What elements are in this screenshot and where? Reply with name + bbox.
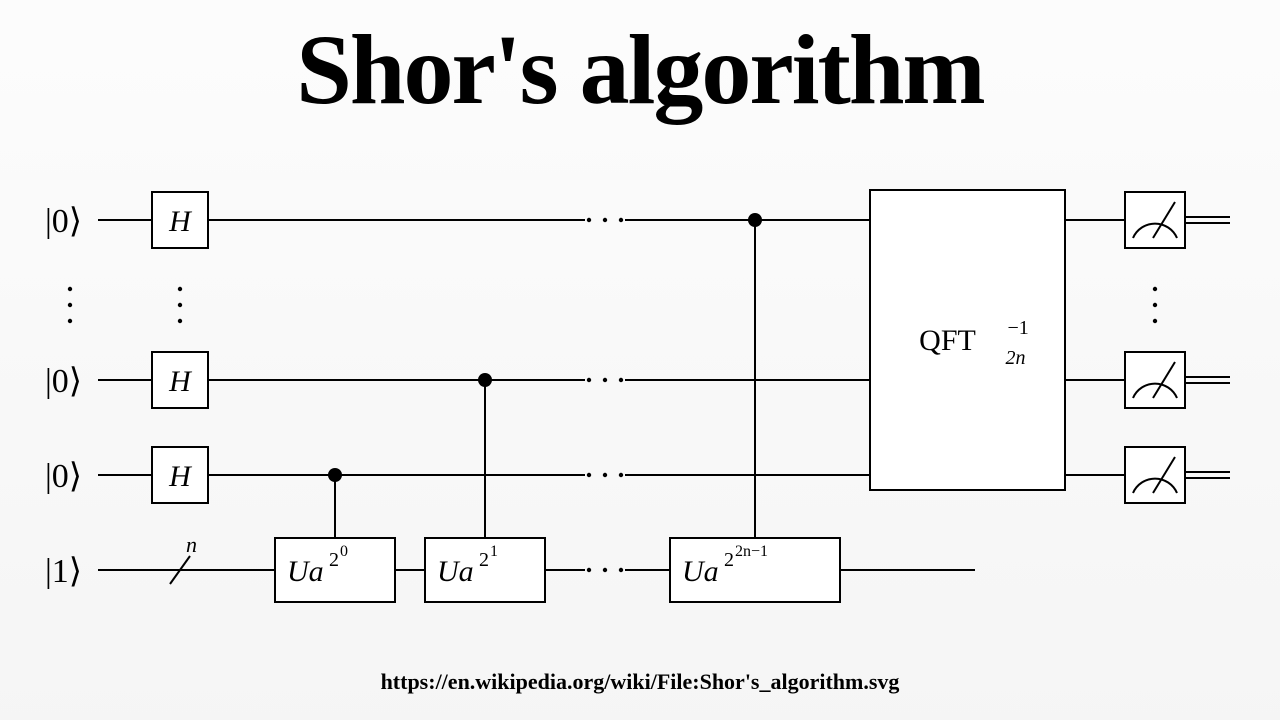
page-title: Shor's algorithm [0, 20, 1280, 120]
svg-text:|0⟩: |0⟩ [45, 203, 82, 240]
svg-text:|0⟩: |0⟩ [45, 363, 82, 400]
svg-text:n: n [186, 532, 197, 557]
source-url: https://en.wikipedia.org/wiki/File:Shor'… [0, 669, 1280, 695]
svg-text:0: 0 [340, 543, 348, 560]
svg-text:H: H [168, 460, 193, 493]
svg-text:|0⟩: |0⟩ [45, 458, 82, 495]
svg-text:|1⟩: |1⟩ [45, 553, 82, 590]
svg-text:Ua: Ua [437, 555, 474, 588]
svg-text:1: 1 [490, 543, 498, 560]
svg-text:2n−1: 2n−1 [735, 543, 768, 560]
svg-text:H: H [168, 365, 193, 398]
svg-text:2: 2 [329, 549, 339, 571]
svg-text:H: H [168, 205, 193, 238]
svg-text:2: 2 [724, 549, 734, 571]
svg-text:2n: 2n [1006, 347, 1026, 369]
svg-text:2: 2 [479, 549, 489, 571]
svg-text:Ua: Ua [682, 555, 719, 588]
svg-text:Ua: Ua [287, 555, 324, 588]
quantum-circuit-diagram: |0⟩|0⟩|0⟩|1⟩nHHHUa20Ua21Ua22n−1QFT−12n [40, 180, 1240, 620]
svg-text:−1: −1 [1008, 317, 1029, 339]
svg-text:QFT: QFT [919, 324, 976, 357]
